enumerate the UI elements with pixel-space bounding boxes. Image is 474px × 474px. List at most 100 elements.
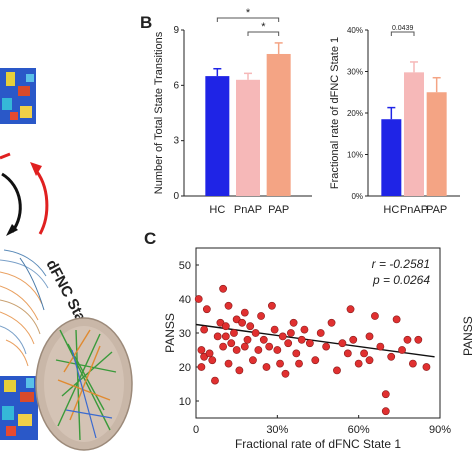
- y-tick-label: 10%: [347, 151, 363, 160]
- bar: [381, 119, 402, 196]
- scatter-point: [354, 359, 363, 368]
- scatter-point: [300, 325, 309, 334]
- correlation-p: p = 0.0264: [372, 273, 430, 287]
- panel-label-b: B: [140, 13, 152, 32]
- scatter-point: [333, 366, 341, 375]
- scatter-point: [365, 356, 374, 365]
- scatter-point: [238, 318, 246, 327]
- y-tick-label: 10: [179, 396, 191, 408]
- brain-rendering: [35, 317, 133, 451]
- transition-arrow-red: [32, 167, 49, 235]
- scatter-point: [235, 366, 244, 375]
- scatter-point: [408, 359, 417, 368]
- bar: [266, 53, 291, 196]
- scatter-point: [221, 332, 230, 341]
- category-label: PAP: [268, 204, 289, 216]
- scatter-point: [197, 346, 206, 354]
- scatter-point: [259, 335, 268, 344]
- scatter-point: [265, 342, 274, 351]
- bar: [426, 92, 447, 196]
- scatter-point: [338, 339, 347, 348]
- significance-bracket: [390, 31, 415, 36]
- scatter-point: [230, 329, 238, 337]
- category-label: PnAP: [400, 204, 428, 216]
- scatter-point: [281, 369, 290, 378]
- scatter-point: [316, 329, 325, 337]
- right-strip-ylabel: PANSS: [461, 316, 474, 356]
- significance-bracket: [247, 31, 280, 36]
- bar: [205, 76, 230, 196]
- scatter-point: [262, 363, 271, 371]
- x-tick-label: 0: [193, 424, 199, 436]
- scatter-point: [305, 339, 314, 348]
- y-tick-label: 50: [179, 260, 191, 272]
- scatter-point: [251, 329, 260, 337]
- connectogram: [0, 249, 49, 367]
- scatter-point: [371, 312, 379, 320]
- scatter-point: [246, 322, 255, 331]
- scatter-point: [249, 356, 257, 365]
- scatter-point: [219, 284, 228, 293]
- scatter-point: [414, 335, 423, 344]
- heatmap-matrix-bottom: [0, 376, 38, 440]
- scatter-panss-fractional-rate: 10 20 30 40 50 0 30% 60% 90% Fractional rate of d…: [163, 247, 451, 451]
- category-label: PnAP: [234, 204, 262, 216]
- scatter-point: [387, 352, 396, 361]
- scatter-point: [376, 342, 385, 351]
- scatter-point: [194, 295, 203, 303]
- scatter-point: [257, 312, 265, 320]
- transition-arrow-black: [1, 172, 22, 233]
- scatter-point: [422, 363, 431, 371]
- scatter-point: [292, 349, 301, 358]
- bar-chart-fractional-rate: 0% 10% 20% 30% 40% Fractional rate of dFNC St…: [329, 25, 460, 216]
- scatter-point: [232, 346, 241, 354]
- y-tick-label: 40: [179, 294, 191, 306]
- scatter-point: [295, 359, 303, 368]
- scatter-point: [205, 349, 214, 358]
- x-tick-label: 30%: [266, 424, 288, 436]
- scatter-point: [403, 335, 412, 344]
- scatter-point: [240, 308, 249, 317]
- scatter-point: [289, 318, 298, 327]
- y-tick-label: 6: [173, 80, 179, 91]
- panel-label-c: C: [144, 229, 156, 248]
- x-axis-label: Fractional rate of dFNC State 1: [235, 437, 401, 451]
- scatter-point: [276, 359, 284, 368]
- scatter-point: [398, 346, 406, 354]
- panel-a-fragment: dFNC State 3: [0, 68, 133, 451]
- scatter-point: [200, 325, 209, 334]
- scatter-point: [322, 342, 331, 351]
- scatter-point: [221, 322, 230, 331]
- scatter-point: [268, 301, 276, 310]
- scatter-point: [343, 349, 352, 358]
- y-tick-label: 20%: [347, 109, 363, 118]
- scatter-point: [224, 301, 233, 310]
- y-tick-label: 0: [173, 191, 179, 202]
- scatter-point: [349, 335, 358, 344]
- y-tick-label: 30: [179, 328, 191, 340]
- scatter-point: [202, 305, 211, 314]
- scatter-point: [270, 325, 279, 334]
- y-tick-label: 0%: [351, 192, 363, 201]
- y-tick-label: 40%: [347, 26, 363, 35]
- scatter-point: [254, 346, 263, 354]
- y-axis-label: PANSS: [163, 313, 177, 353]
- bar: [236, 79, 260, 196]
- category-label: HC: [209, 204, 225, 216]
- scatter-point: [360, 349, 368, 358]
- scatter-point: [381, 390, 390, 399]
- y-tick-label: 20: [179, 362, 191, 374]
- scatter-point: [297, 335, 306, 344]
- significance-label: *: [246, 7, 251, 19]
- scatter-point: [224, 359, 233, 368]
- y-axis-label: Fractional rate of dFNC State 1: [329, 37, 341, 189]
- scatter-point: [327, 318, 336, 327]
- scatter-point: [278, 332, 287, 341]
- scatter-point: [392, 315, 401, 324]
- y-axis-label: Number of Total State Transitions: [153, 31, 165, 194]
- scatter-point: [240, 342, 249, 351]
- significance-label: 0.0439: [392, 25, 414, 32]
- significance-bracket: [216, 17, 280, 22]
- x-tick-label: 90%: [429, 424, 451, 436]
